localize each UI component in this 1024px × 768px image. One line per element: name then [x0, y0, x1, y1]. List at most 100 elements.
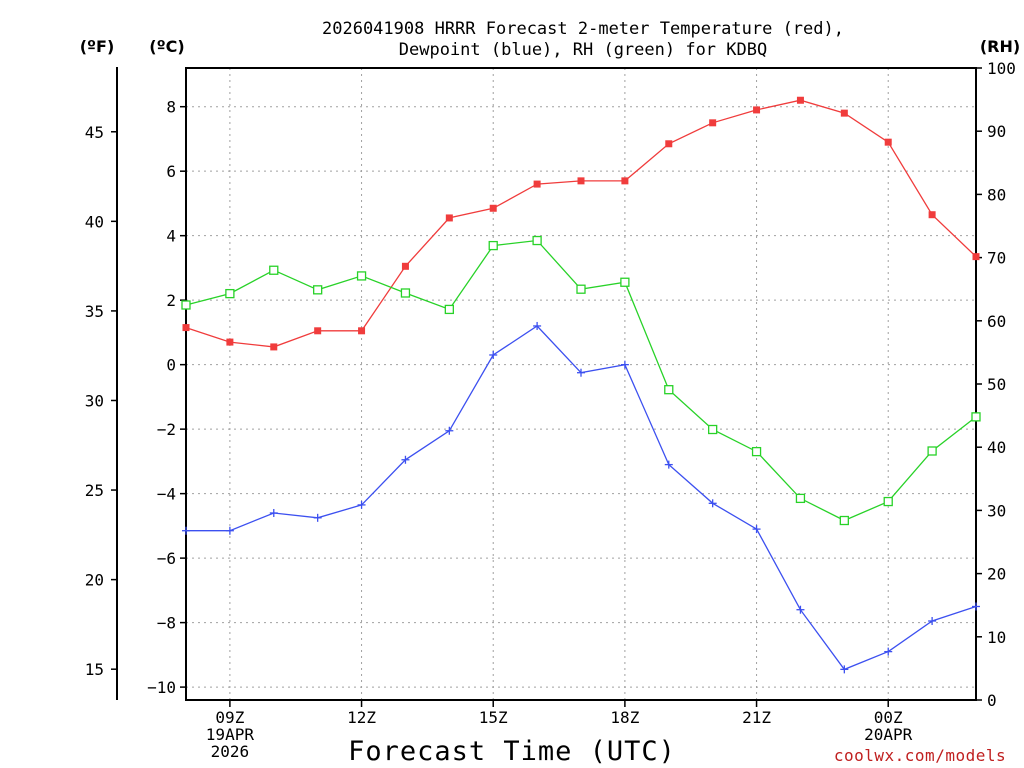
fahrenheit-tick-label: 30 [85, 391, 104, 410]
rh-line [185, 239, 977, 522]
dewpoint-point [840, 665, 849, 674]
x-tick-label: 09Z [215, 708, 244, 727]
dewpoint-point [577, 368, 585, 377]
temperature-point [401, 262, 409, 270]
rh-point [708, 424, 718, 435]
rh-point [839, 515, 849, 526]
x-tick-label: 15Z [479, 708, 508, 727]
dewpoint-point [533, 321, 542, 330]
plot-frame [185, 67, 977, 701]
celsius-tick-label: −2 [157, 420, 176, 439]
temperature-point [928, 211, 936, 219]
rh-point [927, 446, 937, 456]
celsius-tick-label: 0 [166, 356, 176, 375]
x-tick-label: 19APR [206, 725, 255, 744]
dewpoint-point [708, 499, 717, 508]
rh-point [751, 446, 762, 457]
rh-point [664, 385, 674, 395]
temperature-point [489, 204, 497, 212]
temperature-point [226, 338, 234, 346]
rh-tick-label: 10 [987, 628, 1006, 647]
rh-point [269, 265, 279, 275]
temperature-point [621, 177, 629, 185]
celsius-tick-label: 6 [166, 162, 176, 181]
temperature-point [972, 253, 980, 261]
x-tick-label: 20APR [864, 725, 913, 744]
celsius-unit-label: (ºC) [149, 37, 184, 56]
rh-tick-label: 40 [987, 438, 1006, 457]
x-tick-label: 21Z [742, 708, 771, 727]
rh-point [313, 285, 323, 295]
dewpoint-point [664, 460, 673, 469]
rh-point [444, 304, 454, 315]
temperature-line [185, 99, 977, 348]
dewpoint-point [489, 350, 498, 359]
grid-layer [186, 68, 976, 700]
fahrenheit-tick-label: 20 [85, 571, 104, 590]
temperature-point [270, 343, 278, 351]
temperature-point [884, 138, 892, 146]
fahrenheit-tick-label: 45 [85, 123, 104, 142]
dewpoint-point [357, 500, 366, 509]
rh-point [225, 288, 235, 299]
chart-title-line2: Dewpoint (blue), RH (green) for KDBQ [399, 40, 767, 60]
rh-tick-label: 20 [987, 565, 1006, 584]
rh-tick-label: 80 [987, 185, 1006, 204]
rh-point [488, 240, 498, 251]
rh-tick-label: 0 [987, 691, 997, 710]
rh-tick-label: 60 [987, 312, 1006, 331]
celsius-tick-label: 8 [166, 98, 176, 117]
rh-point [181, 300, 191, 310]
dewpoint-point [225, 526, 234, 535]
dewpoint-point [269, 508, 278, 517]
fahrenheit-tick-label: 15 [85, 660, 104, 679]
dewpoint-point [313, 513, 322, 522]
x-tick-label: 00Z [874, 708, 903, 727]
rh-point [620, 277, 630, 287]
celsius-tick-label: −10 [147, 678, 176, 697]
dewpoint-point [401, 455, 410, 464]
rh-unit-label: (RH) [980, 37, 1020, 56]
dewpoint-point [445, 426, 454, 435]
dewpoint-point [182, 526, 190, 535]
rh-point [400, 288, 411, 298]
temperature-point [796, 96, 804, 104]
series-layer [181, 96, 981, 674]
temperature-point [314, 327, 322, 335]
rh-point [795, 493, 806, 504]
rh-tick-label: 30 [987, 501, 1006, 520]
dewpoint-point [884, 647, 893, 656]
temperature-point [665, 140, 673, 148]
temperature-point [182, 324, 190, 332]
temperature-point [840, 109, 848, 117]
dewpoint-line [186, 325, 977, 671]
dewpoint-point [972, 602, 980, 611]
rh-point [356, 271, 367, 281]
celsius-tick-label: −6 [157, 549, 176, 568]
rh-tick-label: 90 [987, 122, 1006, 141]
rh-point [576, 284, 586, 294]
axes-layer [111, 67, 982, 707]
temperature-point [577, 177, 585, 185]
chart-title-line1: 2026041908 HRRR Forecast 2-meter Tempera… [322, 19, 844, 39]
x-tick-label: 2026 [211, 742, 250, 761]
fahrenheit-tick-label: 35 [85, 302, 104, 321]
celsius-tick-label: 4 [166, 227, 176, 246]
rh-tick-label: 100 [987, 59, 1016, 78]
temperature-point [445, 214, 453, 222]
temperature-point [358, 327, 366, 335]
celsius-tick-label: −8 [157, 614, 176, 633]
dewpoint-point [928, 617, 937, 625]
dewpoint-point [796, 605, 805, 614]
dewpoint-point [752, 525, 761, 534]
temperature-point [533, 180, 541, 188]
rh-tick-label: 70 [987, 249, 1006, 268]
rh-point [971, 412, 981, 422]
credit-text: coolwx.com/models [834, 746, 1006, 765]
x-tick-label: 12Z [347, 708, 376, 727]
x-tick-label: 18Z [610, 708, 639, 727]
celsius-tick-label: −4 [157, 485, 176, 504]
temperature-point [753, 106, 761, 114]
rh-point [532, 235, 542, 246]
